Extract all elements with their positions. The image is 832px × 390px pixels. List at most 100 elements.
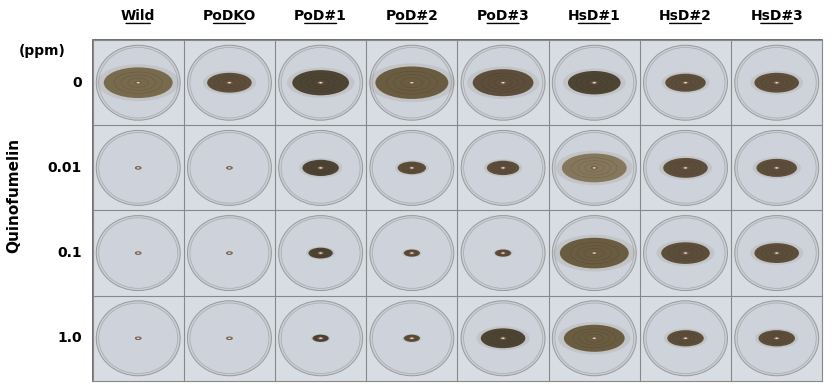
Bar: [640, 40, 731, 125]
Circle shape: [409, 337, 415, 340]
Ellipse shape: [643, 130, 727, 206]
Ellipse shape: [99, 133, 178, 203]
Circle shape: [410, 82, 414, 83]
Ellipse shape: [370, 301, 453, 376]
Ellipse shape: [552, 216, 636, 291]
Ellipse shape: [750, 71, 803, 95]
Ellipse shape: [99, 48, 178, 118]
Text: HsD#2: HsD#2: [659, 9, 712, 23]
Ellipse shape: [562, 154, 626, 182]
Ellipse shape: [646, 303, 725, 374]
Ellipse shape: [568, 71, 621, 94]
Circle shape: [409, 167, 415, 169]
Ellipse shape: [555, 133, 634, 203]
Ellipse shape: [97, 45, 181, 120]
Bar: [275, 125, 366, 211]
Ellipse shape: [555, 303, 634, 374]
Ellipse shape: [735, 216, 819, 291]
Ellipse shape: [463, 48, 542, 118]
Ellipse shape: [187, 216, 271, 291]
Bar: [548, 296, 640, 381]
Ellipse shape: [481, 328, 525, 348]
Ellipse shape: [661, 72, 710, 94]
Ellipse shape: [461, 130, 545, 206]
Ellipse shape: [493, 249, 513, 257]
Bar: [640, 296, 731, 381]
Circle shape: [409, 82, 415, 84]
Circle shape: [502, 167, 504, 168]
Bar: [92, 211, 184, 296]
Ellipse shape: [666, 74, 706, 92]
Ellipse shape: [373, 48, 451, 118]
Bar: [548, 40, 640, 125]
Bar: [92, 40, 184, 125]
Ellipse shape: [279, 130, 363, 206]
Ellipse shape: [563, 69, 626, 97]
Ellipse shape: [299, 158, 342, 177]
Ellipse shape: [281, 218, 360, 288]
Text: PoDKO: PoDKO: [203, 9, 256, 23]
Ellipse shape: [313, 335, 329, 342]
Circle shape: [226, 167, 232, 169]
Circle shape: [682, 82, 688, 84]
Ellipse shape: [661, 242, 710, 264]
Bar: [184, 40, 275, 125]
Ellipse shape: [190, 133, 269, 203]
Circle shape: [319, 82, 322, 83]
Circle shape: [228, 338, 231, 339]
Bar: [640, 125, 731, 211]
Ellipse shape: [402, 334, 422, 342]
Ellipse shape: [306, 246, 335, 260]
Ellipse shape: [560, 238, 629, 268]
Circle shape: [592, 167, 597, 169]
Ellipse shape: [463, 218, 542, 288]
Circle shape: [682, 252, 688, 254]
Text: PoD#1: PoD#1: [295, 9, 347, 23]
Ellipse shape: [279, 45, 363, 120]
Ellipse shape: [187, 130, 271, 206]
Bar: [184, 211, 275, 296]
Ellipse shape: [564, 325, 625, 352]
Ellipse shape: [735, 301, 819, 376]
Ellipse shape: [203, 71, 256, 95]
Bar: [731, 296, 822, 381]
Ellipse shape: [404, 250, 420, 257]
Ellipse shape: [373, 218, 451, 288]
Ellipse shape: [556, 151, 633, 185]
Bar: [275, 296, 366, 381]
Ellipse shape: [207, 73, 252, 92]
Ellipse shape: [404, 335, 420, 342]
Bar: [184, 296, 275, 381]
Ellipse shape: [755, 73, 799, 92]
Bar: [92, 40, 822, 381]
Ellipse shape: [756, 159, 797, 177]
Text: HsD#1: HsD#1: [568, 9, 621, 23]
Ellipse shape: [279, 301, 363, 376]
Ellipse shape: [187, 45, 271, 120]
Ellipse shape: [552, 45, 636, 120]
Ellipse shape: [473, 69, 533, 96]
Ellipse shape: [477, 326, 530, 350]
Ellipse shape: [737, 303, 816, 374]
Ellipse shape: [461, 216, 545, 291]
Bar: [366, 296, 458, 381]
Ellipse shape: [369, 63, 455, 102]
Ellipse shape: [187, 301, 271, 376]
Ellipse shape: [461, 45, 545, 120]
Ellipse shape: [463, 303, 542, 374]
Bar: [366, 125, 458, 211]
Circle shape: [682, 337, 688, 340]
Ellipse shape: [755, 243, 799, 263]
Ellipse shape: [656, 240, 715, 266]
Circle shape: [136, 337, 141, 340]
Circle shape: [775, 82, 778, 83]
Ellipse shape: [309, 248, 333, 259]
Ellipse shape: [373, 303, 451, 374]
Ellipse shape: [402, 249, 422, 257]
Text: 0.1: 0.1: [57, 246, 82, 260]
Ellipse shape: [281, 48, 360, 118]
Circle shape: [228, 167, 231, 168]
Text: Quinofumelin: Quinofumelin: [7, 137, 22, 253]
Circle shape: [136, 252, 141, 254]
Circle shape: [318, 337, 324, 340]
